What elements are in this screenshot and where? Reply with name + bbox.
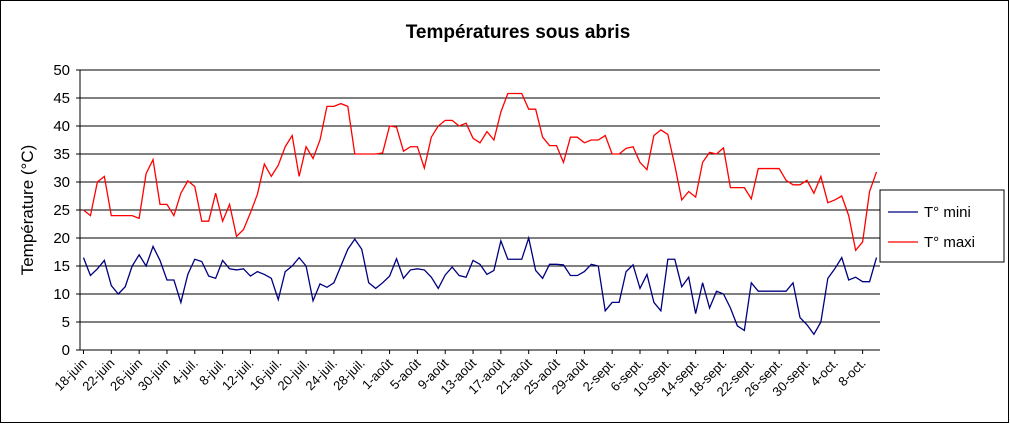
y-tick-label: 0 (62, 342, 70, 359)
legend-label: T° maxi (924, 234, 975, 251)
y-tick-label: 40 (53, 118, 70, 135)
y-tick-label: 45 (53, 90, 70, 107)
y-tick-label: 15 (53, 258, 70, 275)
chart-title: Températures sous abris (406, 22, 631, 43)
y-tick-label: 10 (53, 286, 70, 303)
y-tick-label: 50 (53, 62, 70, 79)
y-axis-label: Température (°C) (18, 145, 37, 276)
legend-box (879, 189, 1005, 263)
line-series (82, 235, 878, 336)
y-tick-label: 30 (53, 174, 70, 191)
line-series (83, 92, 878, 252)
y-tick-label: 35 (53, 146, 70, 163)
y-tick-label: 20 (53, 230, 70, 247)
y-tick-label: 25 (53, 202, 70, 219)
y-tick-label: 5 (62, 314, 70, 331)
legend-label: T° mini (924, 204, 971, 221)
